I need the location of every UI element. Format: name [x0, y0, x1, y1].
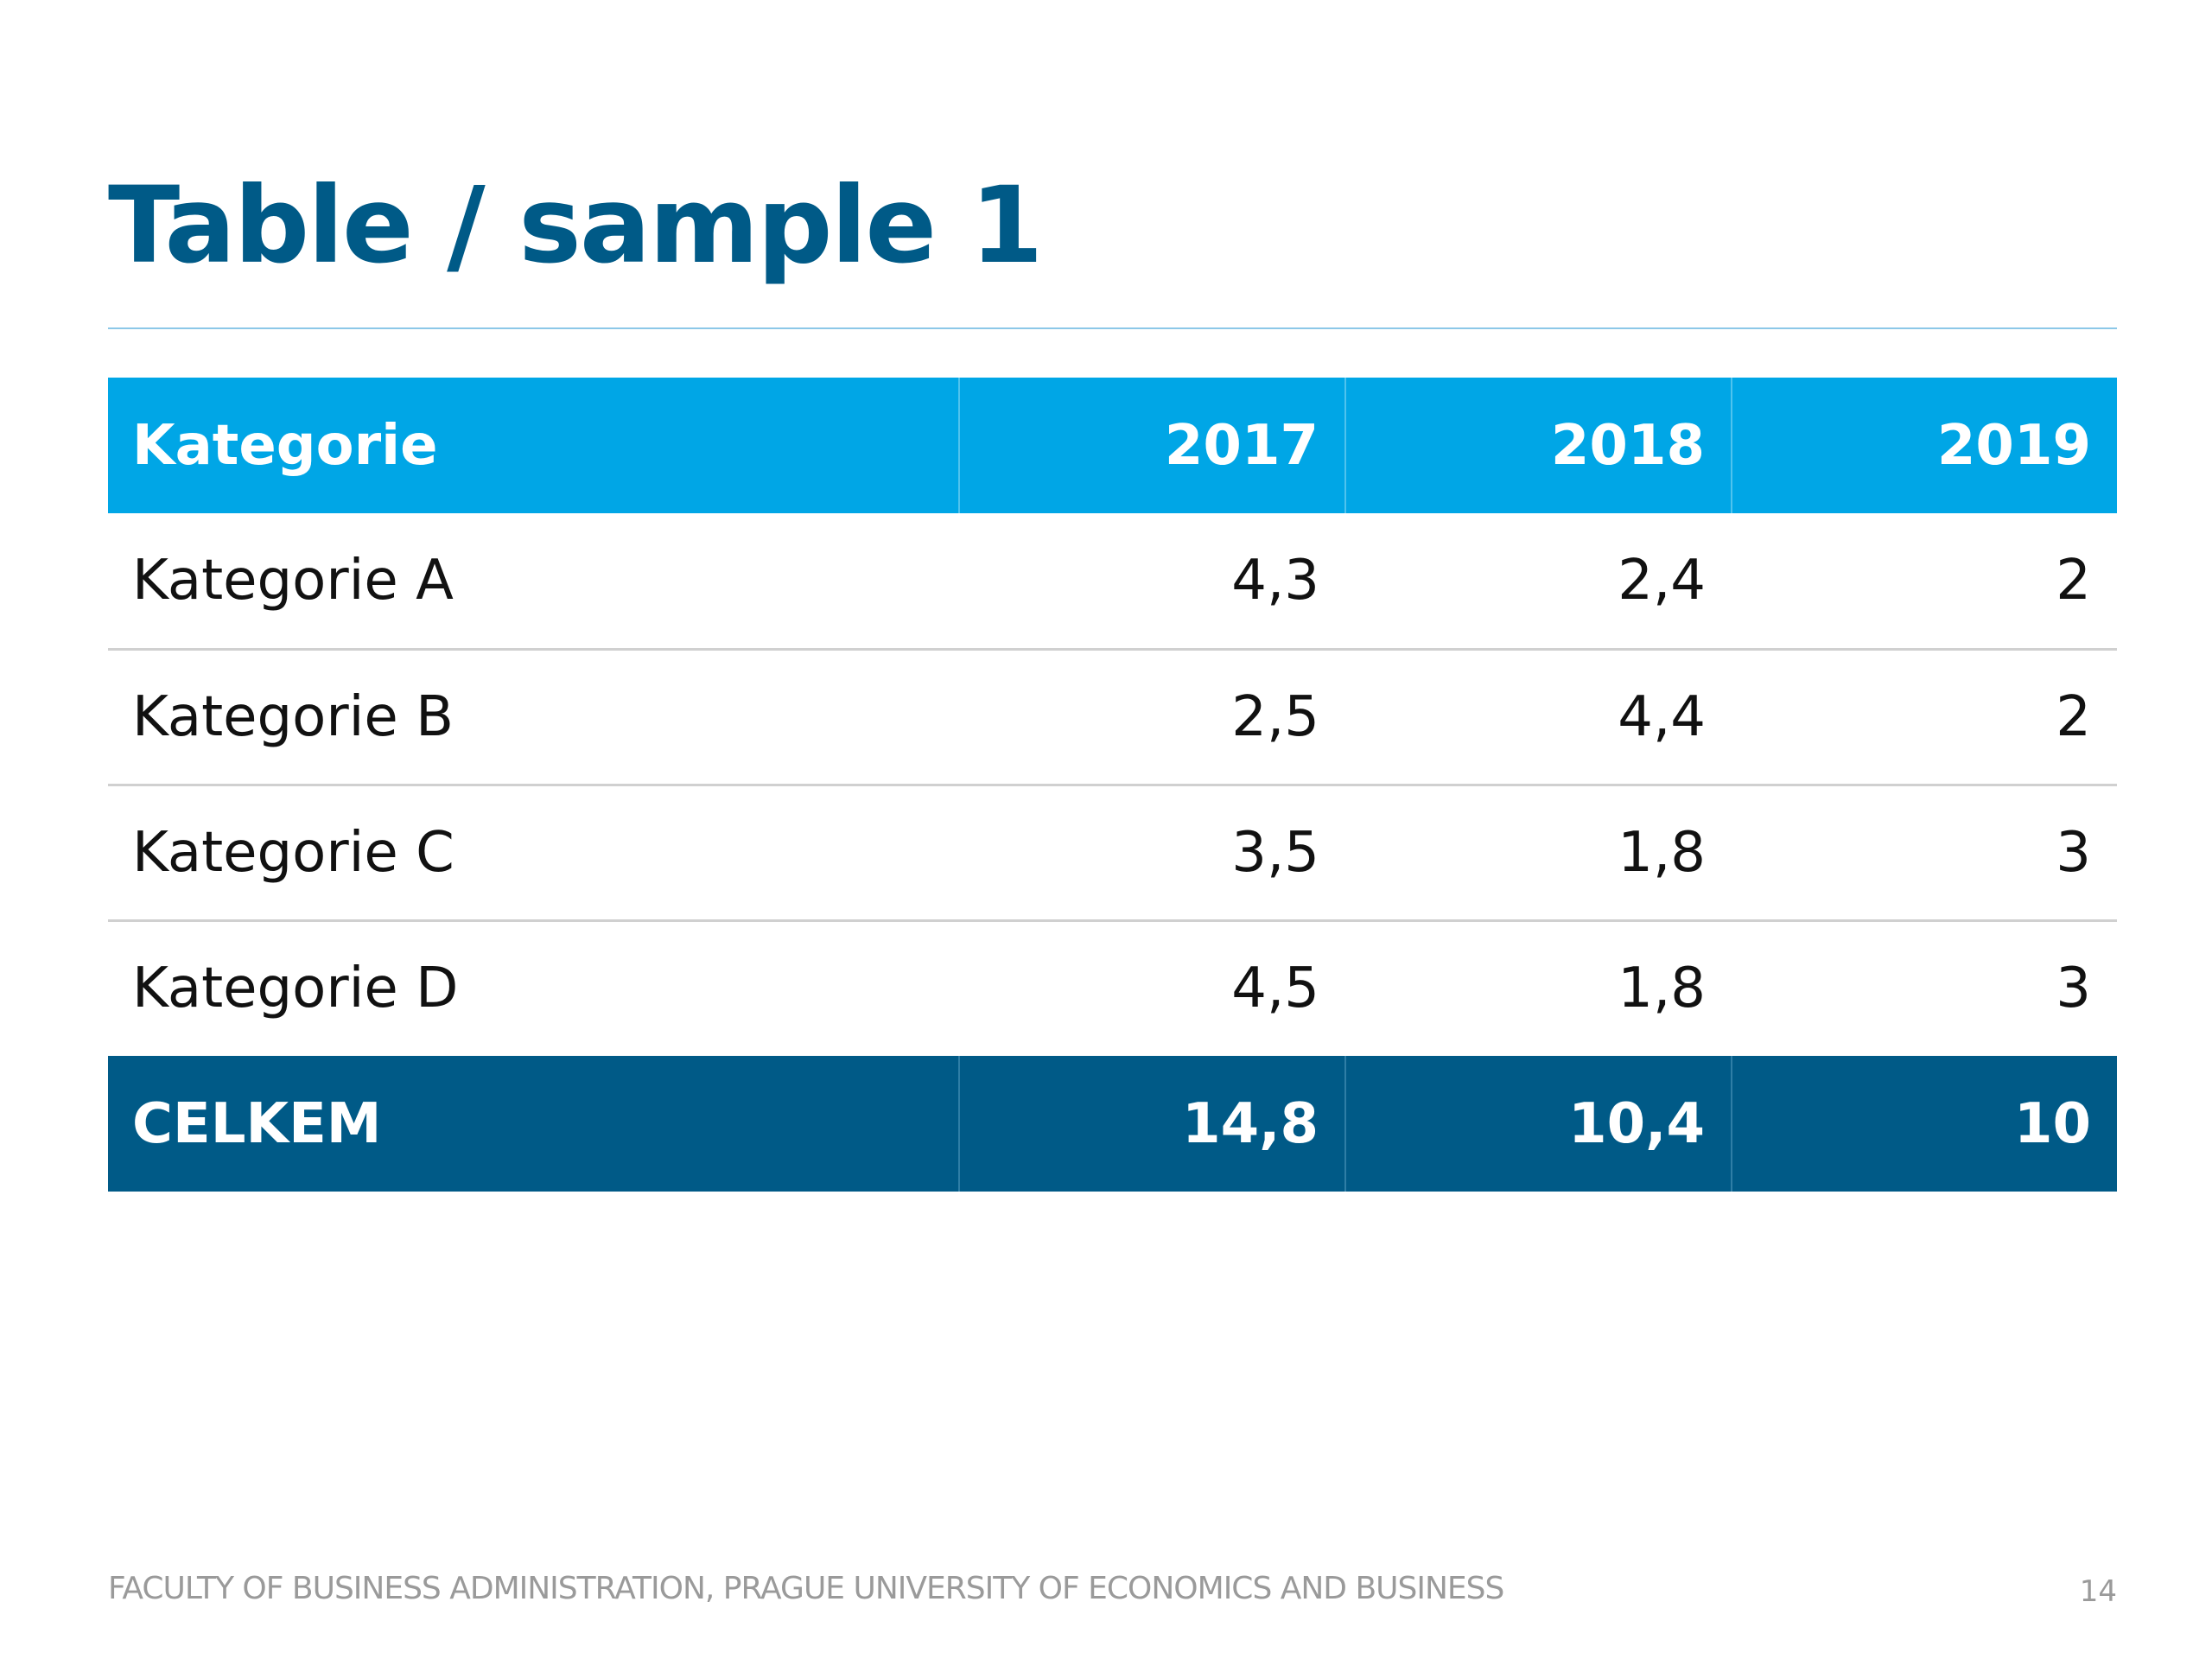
table-cell: 3 — [1732, 785, 2117, 922]
table-total-row: CELKEM 14,8 10,4 10 — [108, 1056, 2117, 1192]
table-row: Kategorie A 4,3 2,4 2 — [108, 513, 2117, 651]
row-label: Kategorie C — [108, 785, 959, 922]
table-cell: 1,8 — [1345, 785, 1732, 922]
table-row: Kategorie C 3,5 1,8 3 — [108, 785, 2117, 922]
table-cell: 2,5 — [959, 649, 1345, 786]
table-cell: 4,4 — [1345, 649, 1732, 786]
row-label: Kategorie D — [108, 920, 959, 1056]
table-cell: 2,4 — [1345, 513, 1732, 651]
table-cell: 3,5 — [959, 785, 1345, 922]
slide-title: Table / sample 1 — [108, 164, 1044, 287]
table-cell: 4,5 — [959, 920, 1345, 1056]
header-cell-year: 2019 — [1732, 378, 2117, 513]
header-cell-category: Kategorie — [108, 378, 960, 513]
title-divider — [108, 327, 2117, 329]
header-cell-year: 2018 — [1345, 378, 1732, 513]
row-label: Kategorie B — [108, 649, 959, 786]
page-number: 14 — [2079, 1574, 2117, 1609]
row-label: Kategorie A — [108, 513, 959, 651]
total-cell: 14,8 — [959, 1056, 1346, 1192]
table-cell: 2 — [1732, 513, 2117, 651]
table-header-row: Kategorie 2017 2018 2019 — [108, 378, 2117, 513]
total-cell: 10 — [1732, 1056, 2117, 1192]
total-label: CELKEM — [108, 1056, 960, 1192]
header-cell-year: 2017 — [959, 378, 1346, 513]
table-cell: 1,8 — [1345, 920, 1732, 1056]
table-cell: 4,3 — [959, 513, 1345, 651]
table-row: Kategorie D 4,5 1,8 3 — [108, 920, 2117, 1056]
data-table: Kategorie 2017 2018 2019 Kategorie A 4,3… — [108, 378, 2117, 1192]
total-cell: 10,4 — [1345, 1056, 1732, 1192]
table-row: Kategorie B 2,5 4,4 2 — [108, 649, 2117, 786]
table-cell: 3 — [1732, 920, 2117, 1056]
footer-institution: FACULTY OF BUSINESS ADMINISTRATION, PRAG… — [108, 1571, 1504, 1606]
table-cell: 2 — [1732, 649, 2117, 786]
